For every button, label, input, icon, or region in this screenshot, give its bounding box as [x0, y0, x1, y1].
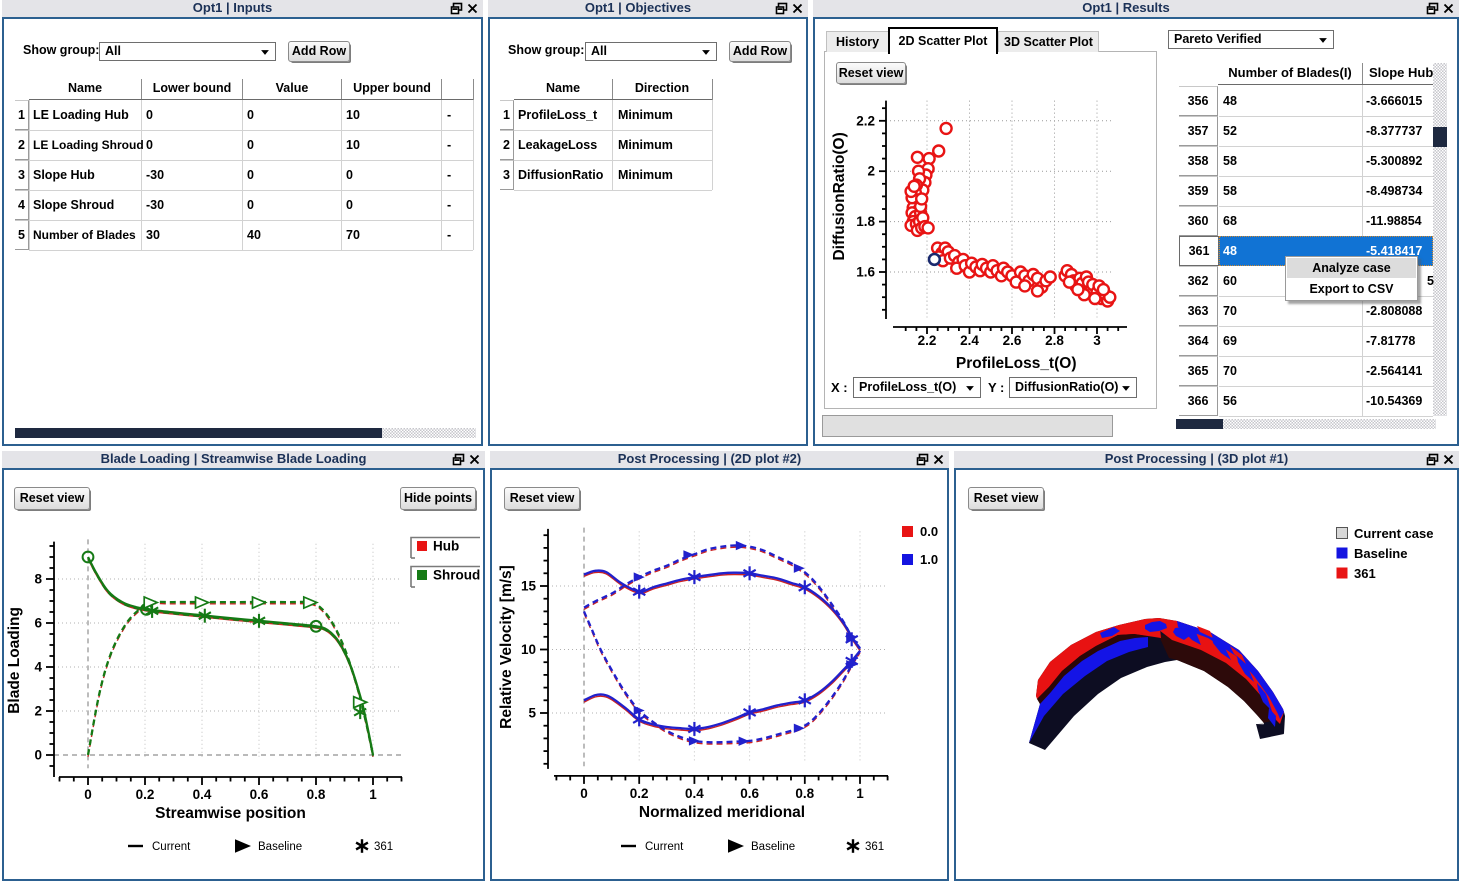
- svg-text:Current: Current: [152, 841, 191, 853]
- svg-text:Baseline: Baseline: [751, 841, 795, 853]
- svg-text:1: 1: [856, 786, 864, 801]
- svg-text:Hub: Hub: [433, 539, 459, 554]
- svg-text:1.6: 1.6: [856, 265, 875, 280]
- svg-text:1.8: 1.8: [856, 214, 875, 229]
- svg-text:361: 361: [374, 841, 393, 853]
- svg-text:0.8: 0.8: [795, 786, 814, 801]
- svg-text:0: 0: [580, 786, 588, 801]
- svg-text:2.2: 2.2: [856, 113, 875, 128]
- svg-text:2.2: 2.2: [918, 333, 937, 348]
- svg-text:0: 0: [34, 748, 42, 763]
- svg-text:2.6: 2.6: [1003, 333, 1022, 348]
- svg-text:ProfileLoss_t(O): ProfileLoss_t(O): [956, 355, 1077, 372]
- svg-text:6: 6: [34, 616, 42, 631]
- svg-text:0.2: 0.2: [630, 786, 649, 801]
- svg-text:2: 2: [867, 164, 875, 179]
- svg-text:0.2: 0.2: [136, 787, 155, 802]
- svg-text:361: 361: [1354, 566, 1376, 581]
- svg-text:0.8: 0.8: [307, 787, 326, 802]
- svg-text:Baseline: Baseline: [1354, 546, 1407, 561]
- svg-text:Relative Velocity [m/s]: Relative Velocity [m/s]: [498, 565, 515, 729]
- svg-text:0.0: 0.0: [920, 524, 938, 539]
- svg-text:1.0: 1.0: [920, 552, 938, 567]
- svg-text:Current case: Current case: [1354, 526, 1433, 541]
- svg-text:8: 8: [34, 572, 42, 587]
- svg-text:0.4: 0.4: [193, 787, 212, 802]
- svg-text:15: 15: [521, 579, 537, 594]
- svg-text:Blade Loading: Blade Loading: [6, 607, 23, 714]
- svg-text:Shroud: Shroud: [433, 568, 480, 583]
- svg-text:3: 3: [1093, 333, 1101, 348]
- svg-text:Normalized meridional: Normalized meridional: [639, 804, 805, 821]
- svg-text:361: 361: [865, 841, 884, 853]
- svg-text:2: 2: [34, 704, 42, 719]
- svg-text:DiffusionRatio(O): DiffusionRatio(O): [831, 132, 848, 260]
- svg-text:Streamwise position: Streamwise position: [155, 805, 306, 822]
- svg-text:1: 1: [369, 787, 377, 802]
- svg-text:5: 5: [528, 706, 536, 721]
- svg-text:0.6: 0.6: [740, 786, 759, 801]
- svg-text:2.8: 2.8: [1045, 333, 1064, 348]
- svg-text:Current: Current: [645, 841, 684, 853]
- svg-text:2.4: 2.4: [960, 333, 979, 348]
- svg-text:0: 0: [84, 787, 92, 802]
- svg-text:4: 4: [34, 660, 42, 675]
- svg-text:0.6: 0.6: [250, 787, 269, 802]
- svg-text:10: 10: [521, 642, 536, 657]
- svg-text:0.4: 0.4: [685, 786, 704, 801]
- svg-text:Baseline: Baseline: [258, 841, 302, 853]
